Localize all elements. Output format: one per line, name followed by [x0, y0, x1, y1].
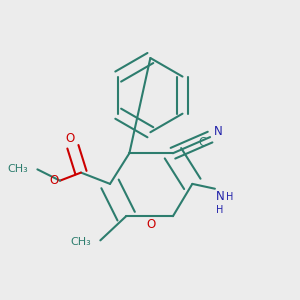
Text: CH₃: CH₃: [7, 164, 28, 174]
Text: H: H: [216, 205, 224, 215]
Text: N: N: [214, 125, 223, 138]
Text: CH₃: CH₃: [70, 237, 91, 247]
Text: N: N: [215, 190, 224, 203]
Text: O: O: [146, 218, 156, 231]
Text: C: C: [198, 136, 206, 149]
Text: O: O: [49, 174, 58, 187]
Text: H: H: [226, 192, 233, 202]
Text: O: O: [65, 132, 74, 145]
